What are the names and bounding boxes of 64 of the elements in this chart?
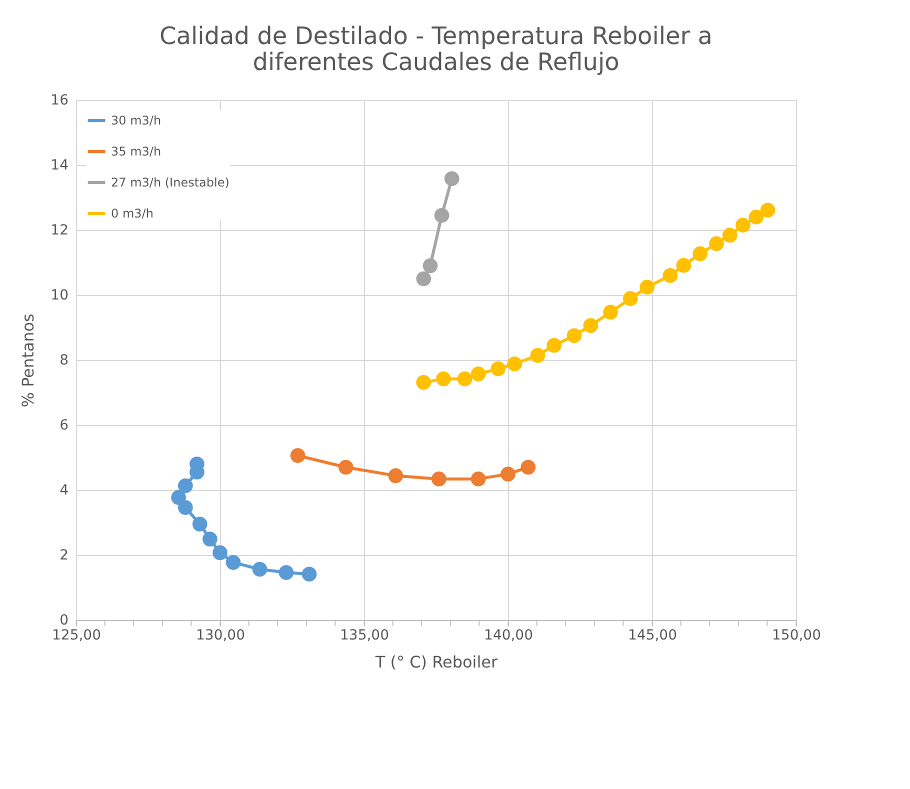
point <box>760 202 776 218</box>
x-axis-title: T (° C) Reboiler <box>374 652 498 672</box>
point <box>388 468 404 484</box>
point <box>470 366 486 382</box>
point <box>202 532 218 546</box>
point <box>278 565 294 580</box>
point <box>692 246 708 262</box>
point <box>290 448 306 463</box>
point <box>252 562 268 577</box>
point <box>507 356 522 372</box>
point <box>171 490 186 505</box>
point <box>490 361 506 376</box>
y-tick-label: 4 <box>60 482 69 498</box>
point <box>583 318 598 333</box>
y-tick-label: 16 <box>50 92 69 108</box>
point <box>748 210 764 224</box>
point <box>676 258 692 273</box>
point <box>566 328 582 344</box>
point <box>500 466 516 482</box>
point <box>416 375 432 390</box>
point <box>530 348 546 363</box>
point <box>226 555 241 570</box>
point <box>338 460 354 475</box>
x-tick-label: 125,00 <box>52 628 101 644</box>
point <box>431 472 446 486</box>
point <box>546 338 562 353</box>
x-tick-label: 140,00 <box>484 628 533 644</box>
point <box>192 516 208 532</box>
point <box>178 478 193 494</box>
point <box>212 545 228 560</box>
point <box>457 371 472 386</box>
x-tick-label: 135,00 <box>340 628 389 644</box>
legend-label: 0 m3/h <box>111 206 154 220</box>
point <box>434 208 450 223</box>
legend-label: 35 m3/h <box>111 144 162 158</box>
x-tick-label: 150,00 <box>772 628 821 644</box>
point <box>444 171 460 186</box>
y-tick-label: 6 <box>60 418 69 434</box>
point <box>520 460 536 475</box>
y-tick-label: 10 <box>50 288 68 304</box>
y-tick-label: 8 <box>60 352 68 368</box>
point <box>178 500 193 515</box>
x-tick-label: 130,00 <box>196 628 245 644</box>
legend-label: 27 m3/h (Inestable) <box>111 176 230 190</box>
point <box>640 280 655 295</box>
point <box>736 218 750 233</box>
point <box>302 566 317 582</box>
y-tick-label: 2 <box>60 548 68 564</box>
y-tick-label: 12 <box>50 222 68 238</box>
y-axis-title: % Pentanos <box>18 314 38 408</box>
point <box>603 304 618 320</box>
legend-label: 30 m3/h <box>111 114 162 128</box>
point <box>722 228 738 243</box>
point <box>416 271 432 286</box>
point <box>662 268 678 283</box>
point <box>622 291 638 306</box>
point <box>470 472 486 486</box>
y-tick-label: 0 <box>60 612 68 628</box>
chart-title: Calidad de Destilado - Temperatura Reboiler a diferentes Caudales de Reflujo <box>160 22 712 76</box>
point <box>422 258 438 274</box>
point <box>436 371 451 386</box>
y-tick-label: 14 <box>50 158 69 174</box>
x-tick-label: 145,00 <box>628 628 677 644</box>
point <box>709 236 724 252</box>
